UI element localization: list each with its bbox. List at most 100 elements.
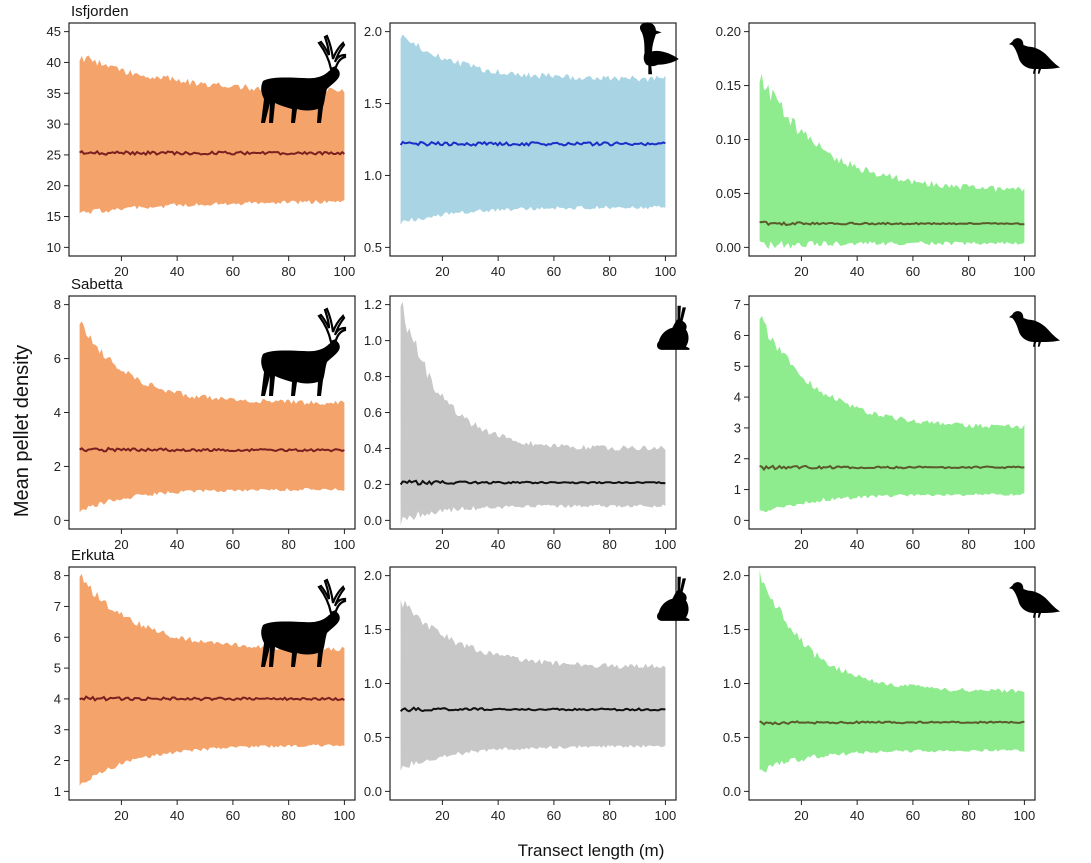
site-label: Sabetta [71, 276, 123, 293]
y-tick-label: 2 [54, 753, 61, 768]
x-tick-label: 100 [1014, 808, 1036, 823]
mean-line [79, 149, 346, 157]
x-tick-label: 20 [794, 808, 808, 823]
y-tick-label: 1.5 [364, 622, 382, 637]
x-tick-label: 100 [655, 264, 677, 279]
x-tick-label: 80 [961, 808, 975, 823]
confidence-band [400, 301, 666, 526]
x-tick-label: 100 [334, 808, 356, 823]
x-tick-label: 60 [226, 264, 240, 279]
y-tick-label: 6 [54, 351, 61, 366]
plot-frame [68, 22, 356, 257]
y-tick-label: 30 [47, 117, 61, 132]
x-tick-label: 80 [602, 808, 616, 823]
y-tick-label: 1.5 [723, 622, 741, 637]
y-tick-label: 20 [47, 178, 61, 193]
y-tick-label: 0.0 [364, 513, 382, 528]
y-tick-label: 5 [54, 661, 61, 676]
y-tick-label: 6 [734, 328, 741, 343]
y-tick-label: 2.0 [364, 568, 382, 583]
y-tick-label: 0.5 [364, 240, 382, 255]
x-tick-label: 20 [435, 264, 449, 279]
y-tick-label: 15 [47, 209, 61, 224]
x-tick-label: 100 [655, 537, 677, 552]
y-tick-label: 0.15 [716, 78, 741, 93]
x-axis-label: Transect length (m) [518, 841, 665, 860]
y-tick-label: 8 [54, 297, 61, 312]
goose-icon [639, 22, 679, 75]
y-tick-label: 7 [54, 599, 61, 614]
y-tick-label: 3 [54, 722, 61, 737]
x-tick-label: 20 [114, 264, 128, 279]
x-tick-label: 20 [794, 264, 808, 279]
x-tick-label: 60 [906, 537, 920, 552]
y-tick-label: 1 [54, 784, 61, 799]
chart-panel: 0 2 4 6 8 20 40 60 80 100 Sabetta [54, 276, 356, 552]
x-tick-label: 100 [334, 537, 356, 552]
y-tick-label: 25 [47, 147, 61, 162]
site-label: Isfjorden [71, 3, 129, 20]
y-tick-label: 1.5 [364, 96, 382, 111]
y-tick-label: 1.0 [723, 676, 741, 691]
chart-panel: 0 1 2 3 4 5 6 7 20 40 60 80 100 [734, 295, 1061, 552]
x-tick-label: 20 [794, 537, 808, 552]
site-label: Erkuta [71, 547, 115, 564]
y-tick-label: 0.10 [716, 132, 741, 147]
y-tick-label: 8 [54, 568, 61, 583]
y-tick-label: 0.6 [364, 405, 382, 420]
x-tick-label: 20 [435, 537, 449, 552]
x-tick-label: 40 [850, 808, 864, 823]
y-tick-label: 40 [47, 55, 61, 70]
confidence-band [79, 321, 345, 513]
y-tick-label: 1 [734, 482, 741, 497]
y-tick-label: 0 [734, 513, 741, 528]
x-tick-label: 80 [281, 537, 295, 552]
hare-icon [657, 305, 690, 350]
x-tick-label: 40 [170, 264, 184, 279]
x-tick-label: 80 [602, 264, 616, 279]
y-tick-label: 35 [47, 86, 61, 101]
y-tick-label: 4 [54, 405, 61, 420]
y-tick-label: 0.8 [364, 369, 382, 384]
x-tick-label: 40 [170, 808, 184, 823]
mean-line [79, 446, 345, 453]
mean-line [399, 706, 666, 713]
x-tick-label: 60 [226, 808, 240, 823]
y-tick-label: 1.0 [364, 676, 382, 691]
mean-line [399, 479, 666, 486]
y-tick-label: 0.0 [364, 784, 382, 799]
y-tick-label: 2 [734, 451, 741, 466]
x-tick-label: 40 [850, 537, 864, 552]
y-tick-label: 0.00 [716, 240, 741, 255]
x-tick-label: 20 [114, 808, 128, 823]
chart-panel: 0.0 0.5 1.0 1.5 2.0 20 40 60 80 100 [364, 566, 690, 823]
y-tick-label: 1.0 [364, 168, 382, 183]
y-tick-label: 10 [47, 240, 61, 255]
chart-panel: 0.0 0.5 1.0 1.5 2.0 20 40 60 80 100 [723, 566, 1061, 823]
x-tick-label: 20 [435, 808, 449, 823]
confidence-band [400, 600, 666, 771]
confidence-band [79, 573, 345, 786]
y-tick-label: 0.05 [716, 186, 741, 201]
y-tick-label: 0.0 [723, 784, 741, 799]
y-tick-label: 0.2 [364, 477, 382, 492]
confidence-band [400, 34, 666, 225]
x-tick-label: 60 [906, 808, 920, 823]
x-tick-label: 100 [334, 264, 356, 279]
y-tick-label: 0.20 [716, 24, 741, 39]
mean-line [79, 695, 345, 702]
x-tick-label: 40 [491, 808, 505, 823]
x-tick-label: 40 [491, 264, 505, 279]
y-tick-label: 7 [734, 297, 741, 312]
chart-panel: 0.00 0.05 0.10 0.15 0.20 20 40 60 80 100 [716, 22, 1061, 279]
chart-panel: 0.0 0.2 0.4 0.6 0.8 1.0 1.2 20 40 60 80 100 [364, 295, 690, 552]
x-tick-label: 60 [226, 537, 240, 552]
x-tick-label: 60 [906, 264, 920, 279]
y-tick-label: 3 [734, 420, 741, 435]
x-tick-label: 100 [655, 808, 677, 823]
y-tick-label: 5 [734, 359, 741, 374]
mean-line [759, 220, 1025, 227]
y-tick-label: 4 [54, 691, 61, 706]
y-tick-label: 0 [54, 513, 61, 528]
